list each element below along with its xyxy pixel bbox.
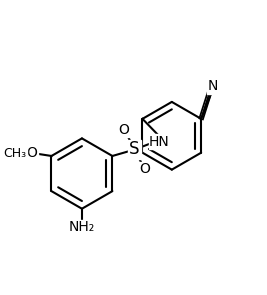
Text: O: O <box>26 146 37 160</box>
Text: HN: HN <box>149 135 170 149</box>
Text: NH₂: NH₂ <box>69 220 95 234</box>
Text: O: O <box>119 123 129 137</box>
Text: S: S <box>129 140 140 158</box>
Text: CH₃: CH₃ <box>3 147 26 160</box>
Text: O: O <box>140 162 150 176</box>
Text: N: N <box>208 79 218 93</box>
